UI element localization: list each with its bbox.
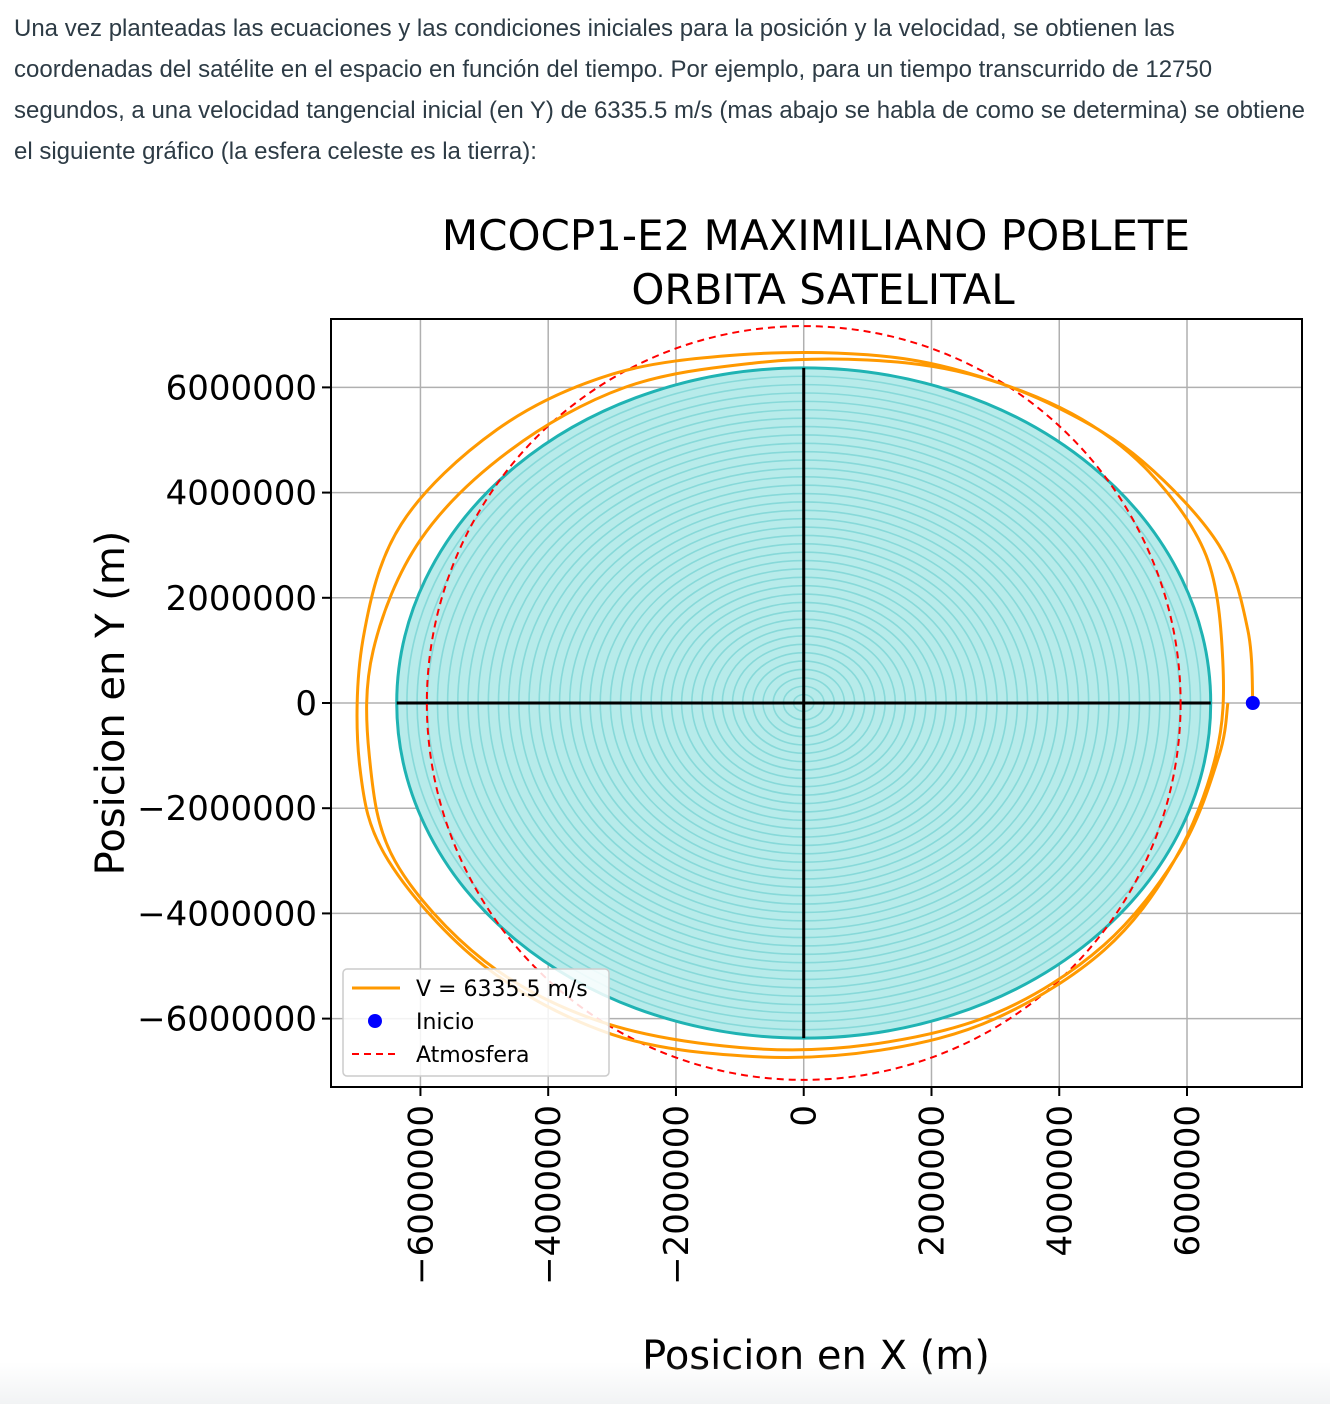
y-tick-label: 4000000 (166, 474, 317, 514)
intro-paragraph: Una vez planteadas las ecuaciones y las … (14, 15, 1306, 165)
y-tick-label: 2000000 (166, 579, 317, 619)
chart-subtitle: ORBITA SATELITAL (631, 265, 1015, 314)
atmosphere-circle (425, 325, 1182, 1081)
legend-start-label: Inicio (416, 1010, 474, 1035)
y-tick-label: −2000000 (137, 789, 317, 829)
chart-title: MCOCP1-E2 MAXIMILIANO POBLETE (442, 211, 1190, 260)
legend-atmosphere-label: Atmosfera (416, 1043, 529, 1068)
x-tick-label: 4000000 (1040, 1105, 1080, 1256)
y-tick-label: −6000000 (137, 1000, 317, 1040)
x-tick-label: 0 (785, 1105, 825, 1127)
legend-start-swatch (368, 1014, 382, 1028)
x-tick-label: −6000000 (401, 1105, 441, 1285)
legend-orbit-label: V = 6335.5 m/s (416, 977, 588, 1002)
x-tick-label: 2000000 (912, 1105, 952, 1256)
legend: V = 6335.5 m/s Inicio Atmosfera (342, 968, 610, 1077)
x-tick-label: −2000000 (657, 1105, 697, 1285)
x-tick-label: 6000000 (1168, 1105, 1208, 1256)
y-tick-label: 6000000 (166, 368, 317, 408)
x-axis-ticks: −6000000 −4000000 −2000000 0 2000000 4000000 6… (401, 1087, 1208, 1285)
bottom-shade (0, 1362, 1330, 1404)
y-axis-ticks: 6000000 4000000 2000000 0 −2000000 −4000000 −6… (137, 368, 331, 1040)
x-tick-label: −4000000 (529, 1105, 569, 1285)
start-point (1245, 696, 1260, 710)
y-tick-label: 0 (295, 684, 317, 724)
y-tick-label: −4000000 (137, 894, 317, 934)
legend-box (342, 968, 610, 1077)
y-axis-label: Posicion en Y (m) (88, 531, 134, 876)
